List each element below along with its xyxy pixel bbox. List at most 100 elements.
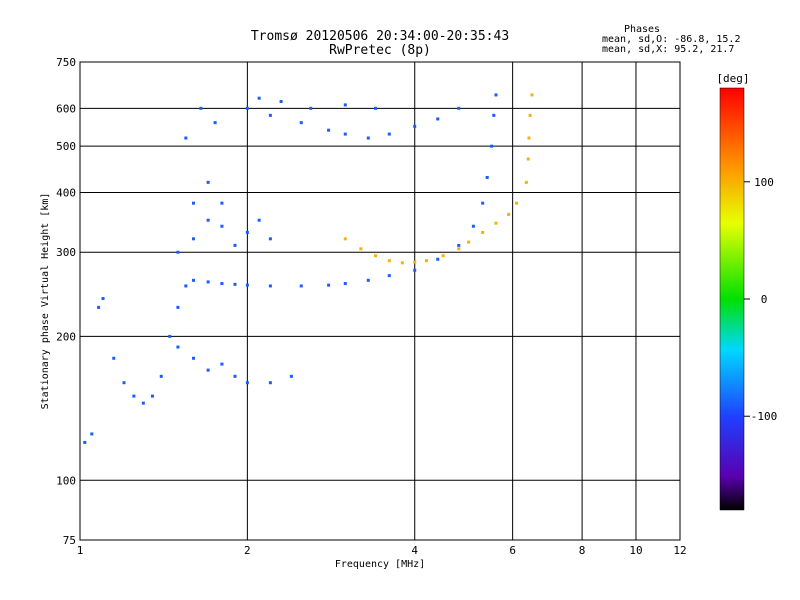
x-tick-label: 10 bbox=[629, 544, 642, 557]
y-tick-label: 75 bbox=[63, 534, 76, 547]
y-tick-label: 750 bbox=[56, 56, 76, 69]
colorbar-tick-label: 100 bbox=[754, 176, 774, 189]
data-point-x bbox=[457, 247, 461, 251]
data-point-o bbox=[327, 283, 331, 287]
data-point-x bbox=[343, 237, 347, 241]
colorbar-ticks: 100 0 -100 bbox=[744, 176, 777, 423]
data-point-o bbox=[184, 284, 188, 288]
data-point-o bbox=[490, 144, 494, 148]
data-point-o bbox=[268, 284, 272, 288]
data-point-x bbox=[387, 259, 391, 263]
x-axis-ticks: 1 2 4 6 8 10 12 bbox=[77, 544, 687, 557]
data-point-o bbox=[220, 224, 224, 228]
x-tick-label: 4 bbox=[411, 544, 418, 557]
data-point-o bbox=[159, 374, 163, 378]
data-point-o bbox=[268, 381, 272, 385]
phases-o-stats: mean, sd,O: -86.8, 15.2 bbox=[602, 34, 740, 45]
data-point-x bbox=[413, 260, 417, 264]
x-tick-label: 6 bbox=[509, 544, 516, 557]
data-point-o bbox=[366, 136, 370, 140]
data-point-x bbox=[515, 201, 519, 205]
data-point-o bbox=[132, 394, 136, 398]
x-axis-label: Frequency [MHz] bbox=[335, 559, 425, 570]
data-point-x bbox=[494, 221, 498, 225]
data-point-x bbox=[425, 259, 429, 263]
y-tick-label: 400 bbox=[56, 186, 76, 199]
x-tick-label: 12 bbox=[673, 544, 686, 557]
y-tick-label: 200 bbox=[56, 330, 76, 343]
data-point-o bbox=[206, 368, 210, 372]
data-point-o bbox=[199, 106, 203, 110]
data-point-o bbox=[436, 257, 440, 261]
data-point-o bbox=[206, 280, 210, 284]
data-point-o bbox=[413, 124, 417, 128]
data-point-o bbox=[436, 117, 440, 121]
data-point-o bbox=[245, 230, 249, 234]
data-point-o bbox=[233, 282, 237, 286]
colorbar-tick-label: -100 bbox=[751, 410, 778, 423]
y-axis-label: Stationary phase Virtual Height [km] bbox=[40, 193, 51, 410]
y-tick-label: 100 bbox=[56, 474, 76, 487]
data-point-o bbox=[373, 106, 377, 110]
data-point-o bbox=[387, 132, 391, 136]
phases-heading: Phases bbox=[624, 24, 660, 35]
data-point-o bbox=[413, 268, 417, 272]
data-point-o bbox=[257, 96, 261, 100]
data-point-o bbox=[299, 121, 303, 125]
colorbar-gradient bbox=[719, 87, 745, 511]
data-point-x bbox=[526, 157, 530, 161]
data-point-o bbox=[176, 305, 180, 309]
y-tick-label: 600 bbox=[56, 102, 76, 115]
data-point-x bbox=[527, 136, 531, 140]
data-point-o bbox=[343, 132, 347, 136]
chart-title: Tromsø 20120506 20:34:00-20:35:43 bbox=[251, 29, 509, 44]
data-point-o bbox=[220, 362, 224, 366]
data-point-o bbox=[168, 334, 172, 338]
data-point-o bbox=[191, 278, 195, 282]
data-points bbox=[83, 93, 534, 444]
data-point-o bbox=[268, 113, 272, 117]
data-point-o bbox=[471, 224, 475, 228]
grid-lines bbox=[80, 62, 680, 540]
phases-x-stats: mean, sd,X: 95.2, 21.7 bbox=[602, 44, 734, 55]
data-point-o bbox=[299, 284, 303, 288]
data-point-x bbox=[467, 240, 471, 244]
data-point-o bbox=[191, 237, 195, 241]
data-point-o bbox=[141, 401, 145, 405]
data-point-o bbox=[257, 218, 261, 222]
data-point-x bbox=[481, 230, 485, 234]
data-point-o bbox=[83, 440, 87, 444]
data-point-x bbox=[400, 261, 404, 265]
data-point-o bbox=[101, 297, 105, 301]
data-point-o bbox=[191, 356, 195, 360]
data-point-o bbox=[191, 201, 195, 205]
data-point-o bbox=[268, 237, 272, 241]
phases-stats: Phases mean, sd,O: -86.8, 15.2 mean, sd,… bbox=[602, 24, 740, 55]
data-point-o bbox=[176, 250, 180, 254]
x-tick-label: 1 bbox=[77, 544, 84, 557]
y-axis-ticks: 75 100 200 300 400 500 600 750 bbox=[56, 56, 76, 547]
data-point-o bbox=[457, 106, 461, 110]
data-point-o bbox=[343, 103, 347, 107]
colorbar: [deg] 100 0 -100 bbox=[716, 72, 777, 511]
data-point-o bbox=[233, 374, 237, 378]
data-point-o bbox=[387, 274, 391, 278]
data-point-o bbox=[245, 106, 249, 110]
data-point-o bbox=[122, 381, 126, 385]
data-point-o bbox=[90, 432, 94, 436]
data-point-o bbox=[343, 282, 347, 286]
data-point-o bbox=[220, 201, 224, 205]
colorbar-tick-label: 0 bbox=[761, 293, 768, 306]
data-point-o bbox=[220, 282, 224, 286]
data-point-o bbox=[366, 278, 370, 282]
plot-area bbox=[79, 61, 681, 541]
data-point-o bbox=[97, 305, 101, 309]
data-point-x bbox=[359, 247, 363, 251]
data-point-x bbox=[530, 93, 534, 97]
data-point-x bbox=[528, 113, 532, 117]
data-point-o bbox=[492, 113, 496, 117]
data-point-o bbox=[494, 93, 498, 97]
data-point-o bbox=[184, 136, 188, 140]
plot-frame bbox=[79, 61, 681, 541]
